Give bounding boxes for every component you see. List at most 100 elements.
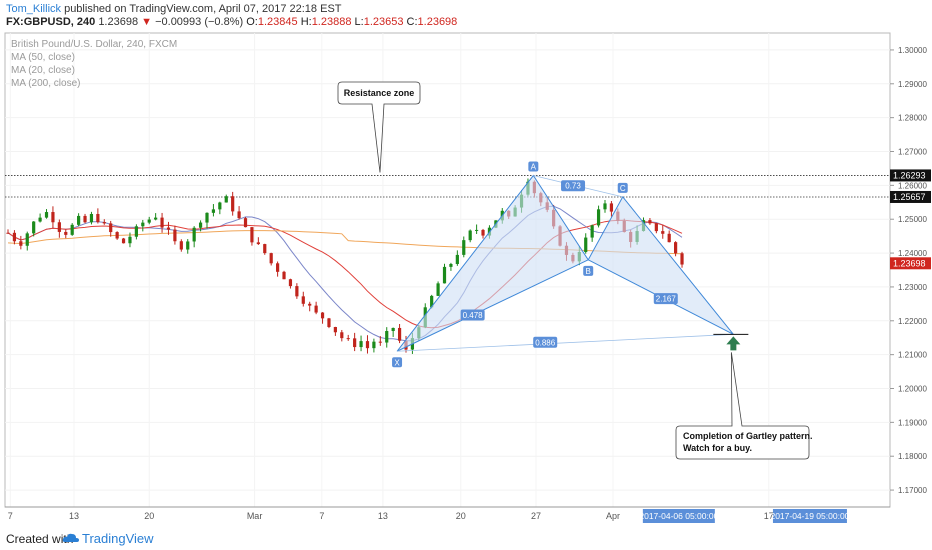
x-tick-label: Apr (606, 511, 620, 521)
candle-body (430, 295, 434, 308)
candle-body (314, 305, 318, 313)
pattern-point-badge (528, 161, 539, 172)
candle-body (192, 227, 196, 242)
low-label: L: (354, 16, 364, 28)
author-link[interactable]: Tom_Killick (6, 3, 62, 15)
xd-line (397, 333, 734, 352)
x-tick-label: 13 (378, 511, 388, 521)
candle-body (250, 227, 254, 243)
candle-body (6, 232, 10, 234)
candle-body (218, 202, 222, 210)
candle-body (333, 326, 337, 333)
candle-body (134, 226, 138, 237)
legend-ma20: MA (20, close) (11, 65, 75, 76)
candle-body (372, 341, 376, 349)
change-readout: −0.00993 (−0.8%) (155, 16, 244, 28)
ratio-label: 0.886 (535, 338, 556, 347)
triangle-xab (396, 174, 589, 352)
gartley-pattern[interactable]: X A B C 0.478 0.73 2.167 0.886 (392, 161, 749, 368)
level-tag-bg (890, 169, 931, 182)
candle-body (391, 327, 395, 332)
pattern-point-badge (583, 265, 594, 276)
candle-body (38, 217, 42, 222)
candle-body (224, 196, 228, 203)
candle-body (385, 331, 389, 343)
candle-body (64, 231, 68, 235)
candle-body (269, 253, 273, 264)
candle-body (596, 209, 601, 226)
pattern-point-badge (617, 182, 628, 193)
candle-body (648, 220, 652, 224)
x-tick-label: 13 (69, 511, 79, 521)
candle-body (186, 241, 190, 250)
candle-body (141, 222, 145, 227)
candle-body (442, 266, 447, 284)
x-highlight-bg (772, 509, 847, 523)
gartley-callout-text-line2: Watch for a buy. (683, 443, 752, 453)
candle-body (661, 231, 665, 234)
candle-body (327, 318, 331, 327)
price-axis[interactable]: 1.30000 1.29000 1.28000 1.27000 1.26000 1.250… (890, 46, 931, 495)
candle-body (455, 254, 459, 264)
candle-body (57, 222, 61, 232)
x-tick-label: 20 (144, 511, 154, 521)
candle-body (674, 242, 678, 254)
candle-body (301, 296, 305, 304)
symbol-label[interactable]: FX:GBPUSD, 240 (6, 16, 96, 28)
candle-body (288, 279, 293, 287)
ratio-badge (460, 309, 485, 321)
candle-body (340, 332, 344, 339)
time-axis[interactable]: 7 13 20 Mar 7 13 20 27 Apr 17 2017-04-06 05:00:00 2… (5, 506, 890, 523)
candle-body (19, 241, 23, 246)
candle-body (32, 221, 36, 234)
annotations: Resistance zone Completion of Gartley pat… (337, 81, 813, 460)
candle-body (44, 212, 49, 218)
candle-body (365, 341, 370, 349)
candle-body (308, 303, 312, 306)
candle-body (359, 341, 363, 348)
candle-body (147, 219, 151, 223)
pattern-point-label: X (394, 358, 400, 367)
candle-body (320, 312, 325, 319)
last-price-tag-label: 1.23698 (893, 258, 926, 268)
candle-body (256, 242, 260, 245)
publish-info: Tom_Killick published on TradingView.com… (6, 3, 342, 15)
candle-body (609, 203, 614, 212)
candle-body (263, 244, 267, 254)
y-tick-label: 1.27000 (898, 148, 927, 157)
x-tick-label: 7 (319, 511, 324, 521)
ma20-line (7, 205, 683, 342)
candle-body (295, 286, 299, 297)
candle-body (243, 218, 248, 228)
candle-body (70, 224, 74, 235)
level-tag-label: 1.25657 (893, 192, 926, 202)
level-tag-label: 1.26293 (893, 170, 926, 180)
x-highlight-bg (642, 509, 715, 523)
levels-layer (5, 175, 890, 198)
candle-body (121, 238, 126, 244)
candle-body (89, 213, 94, 223)
candle-body (102, 222, 106, 224)
resistance-callout-text: Resistance zone (344, 88, 415, 98)
candle-body (83, 215, 87, 223)
pattern-point-label: C (620, 184, 626, 193)
candle-body (481, 229, 485, 236)
candle-body (166, 227, 171, 230)
y-tick-label: 1.30000 (898, 46, 927, 55)
legend-ma200: MA (200, close) (11, 78, 80, 89)
pattern-point-label: B (586, 267, 591, 276)
x-tick-label: 20 (456, 511, 466, 521)
ratio-label: 0.478 (463, 311, 484, 320)
legend-title: British Pound/U.S. Dollar, 240, FXCM (11, 39, 177, 50)
candle-body (590, 225, 594, 238)
resistance-callout-box (337, 81, 421, 173)
high-value: 1.23888 (311, 16, 352, 28)
y-tick-label: 1.21000 (898, 351, 927, 360)
last-price-readout: 1.23698 (98, 16, 139, 28)
candle-body (160, 217, 164, 228)
candle-body (667, 233, 671, 243)
candle-body (51, 212, 55, 223)
chart-header: Tom_Killick published on TradingView.com… (0, 0, 932, 30)
candle-body (173, 229, 177, 242)
